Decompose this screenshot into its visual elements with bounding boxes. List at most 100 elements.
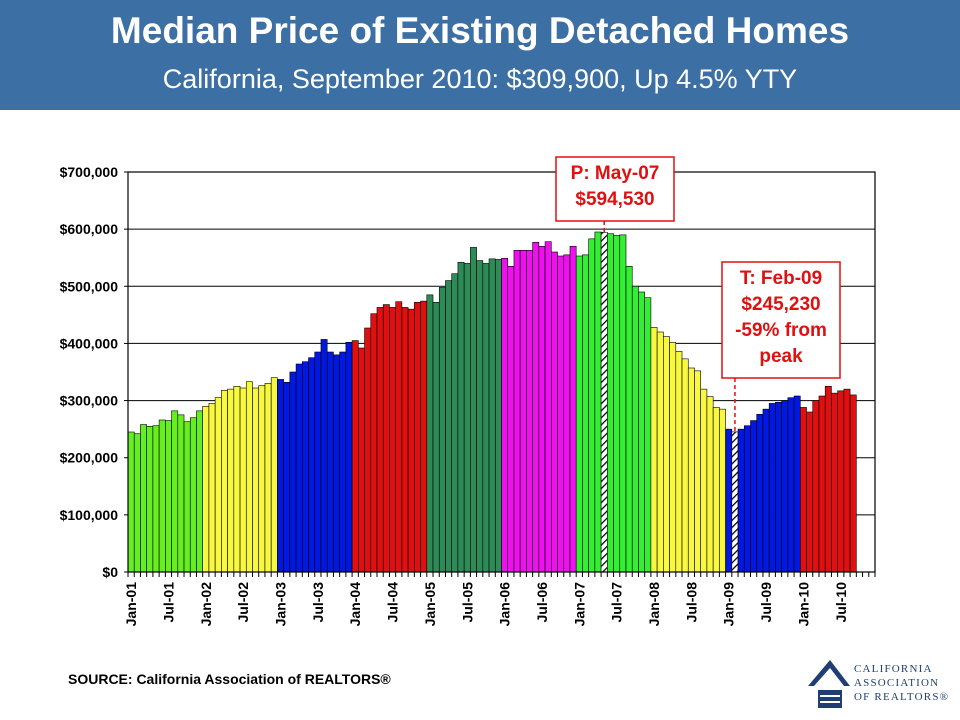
bar [283,381,291,573]
bar [687,367,695,573]
bar [613,235,621,573]
bar [719,408,726,573]
logo-line: CALIFORNIA [854,663,933,675]
bar [607,233,614,573]
bar [675,351,683,573]
bar [694,370,701,573]
bar [140,424,147,573]
bar [376,307,384,573]
x-tick-label: Jan-07 [571,582,587,627]
logo-line: ASSOCIATION [854,677,940,689]
bar [750,420,758,573]
y-tick-label: $700,000 [60,164,119,180]
y-tick-label: $200,000 [60,450,119,466]
bar [345,341,353,573]
bar [320,339,328,573]
bar [644,297,652,573]
bar [457,261,465,573]
x-tick-label: Jan-02 [198,582,214,627]
y-tick-label: $0 [102,564,118,580]
bar [438,287,446,573]
bar [824,385,832,573]
bar [208,403,216,573]
bar [432,301,440,573]
x-tick-label: Jan-01 [123,582,139,627]
x-tick-label: Jan-08 [646,582,662,627]
bar [314,351,322,573]
x-tick-label: Jan-03 [273,582,289,627]
bar [463,263,471,573]
x-tick-label: Jul-03 [310,582,326,623]
car-logo-icon [808,660,850,708]
bar [270,377,278,573]
x-tick-label: Jul-02 [235,582,251,623]
trough-annotation-text: -59% from [735,320,827,341]
bar [768,403,776,573]
x-tick-label: Jul-05 [459,582,475,623]
bar [762,408,770,573]
logo-line: OF REALTORS® [854,691,950,703]
bar [426,294,434,573]
bar [507,265,515,573]
x-tick-label: Jul-07 [609,582,625,623]
bar [743,425,751,573]
bar [482,263,490,573]
bar [351,340,359,573]
bar [849,394,857,573]
bar [451,273,459,573]
y-tick-label: $600,000 [60,221,119,237]
bar [818,395,826,573]
bar [656,331,664,573]
bar [488,258,496,573]
peak-annotation-text: P: May-07 [571,163,660,184]
bar [171,410,179,573]
bar [843,388,851,573]
bar [600,231,608,573]
bar [382,304,390,573]
bar [781,400,789,573]
bar [289,371,297,573]
bar [837,390,845,573]
bar [706,396,714,573]
bar [563,254,571,573]
bar [214,397,222,573]
bar [401,307,409,573]
x-tick-label: Jul-04 [385,582,401,623]
y-tick-label: $400,000 [60,335,119,351]
bar [550,251,558,573]
bar [737,428,745,573]
bar [414,301,421,573]
bar [526,249,533,573]
bar [582,254,589,573]
bar [146,425,154,573]
x-tick-label: Jul-08 [683,582,699,623]
bar [258,385,266,573]
x-tick-label: Jan-10 [795,582,811,627]
bar [364,327,372,573]
bar [638,291,645,573]
bar [756,413,764,573]
y-tick-label: $300,000 [60,393,119,409]
bar [787,397,795,573]
bar [669,341,677,573]
bar [619,234,627,573]
bar [326,351,334,573]
bar [731,431,739,573]
bar [663,336,670,573]
bar [470,247,477,573]
bar [557,255,565,573]
bar [233,385,241,573]
x-tick-label: Jan-06 [497,582,513,627]
bar [513,249,521,573]
bar [158,419,166,573]
bar [625,265,633,573]
bar [476,260,484,573]
trough-annotation-text: $245,230 [741,294,820,315]
bar [301,361,309,573]
x-tick-label: Jan-04 [347,582,363,627]
bar [339,351,347,573]
x-tick-label: Jul-09 [758,582,774,623]
title-banner: Median Price of Existing Detached Homes … [0,0,960,110]
bar [831,392,838,573]
